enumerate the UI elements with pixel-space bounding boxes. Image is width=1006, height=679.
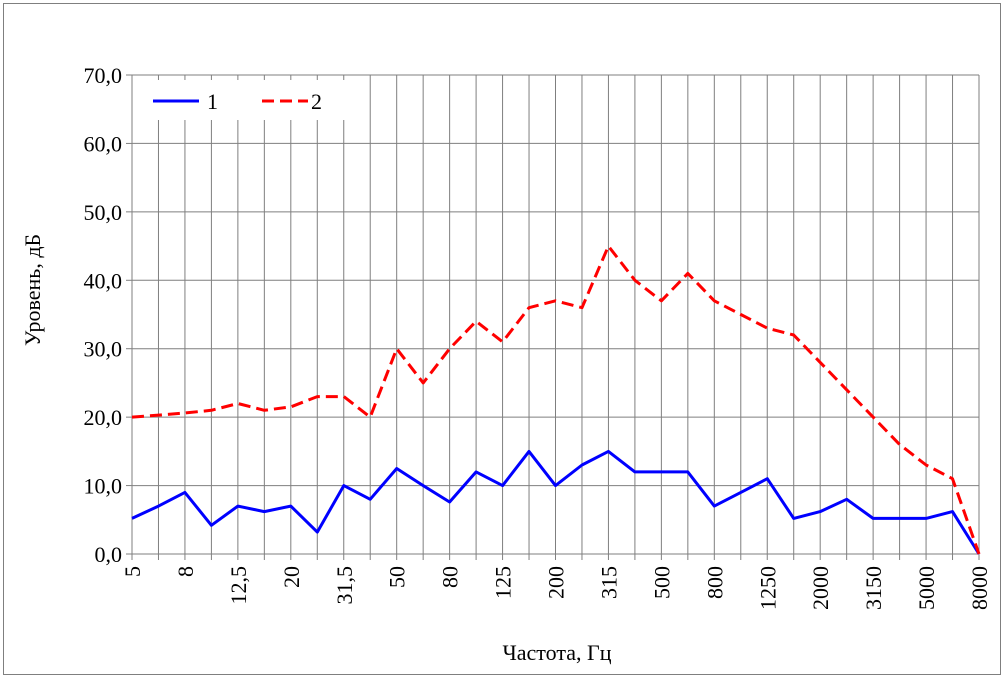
x-tick-label: 1250 [755,566,780,610]
legend-label-1: 1 [207,89,218,114]
x-tick-label: 2000 [808,566,833,610]
y-tick-label: 70,0 [84,63,123,88]
x-tick-label: 5 [120,566,145,577]
x-tick-label: 80 [438,566,463,588]
y-tick-label: 20,0 [84,405,123,430]
y-tick-labels: 0,0 10,0 20,0 30,0 40,0 50,0 60,0 70,0 [84,63,123,567]
x-tick-label: 125 [491,566,516,599]
legend-label-2: 2 [311,89,322,114]
y-tick-label: 40,0 [84,268,123,293]
x-tick-label: 31,5 [332,566,357,605]
y-tick-label: 60,0 [84,131,123,156]
x-tick-label: 200 [544,566,569,599]
x-tick-label: 50 [385,566,410,588]
x-tick-labels: 5 8 12,5 20 31,5 50 80 125 200 315 500 800 1250 2000 3… [120,566,992,610]
grid [132,74,980,554]
x-tick-label: 800 [702,566,727,599]
y-tick-label: 0,0 [95,542,123,567]
x-tick-label: 12,5 [226,566,251,605]
y-axis-title: Уровень, дБ [20,234,45,346]
x-tick-label: 500 [649,566,674,599]
x-tick-label: 3150 [861,566,886,610]
x-tick-label: 20 [279,566,304,588]
y-tick-label: 10,0 [84,474,123,499]
series-line-2 [131,244,981,555]
x-tick-label: 8000 [967,566,992,610]
axes [126,74,980,560]
series [131,244,981,555]
x-tick-label: 315 [596,566,621,599]
x-axis-title: Частота, Гц [502,640,611,665]
x-tick-label: 5000 [914,566,939,610]
y-tick-label: 30,0 [84,337,123,362]
series-line-1 [131,449,981,555]
x-tick-label: 8 [173,566,198,577]
y-tick-label: 50,0 [84,200,123,225]
